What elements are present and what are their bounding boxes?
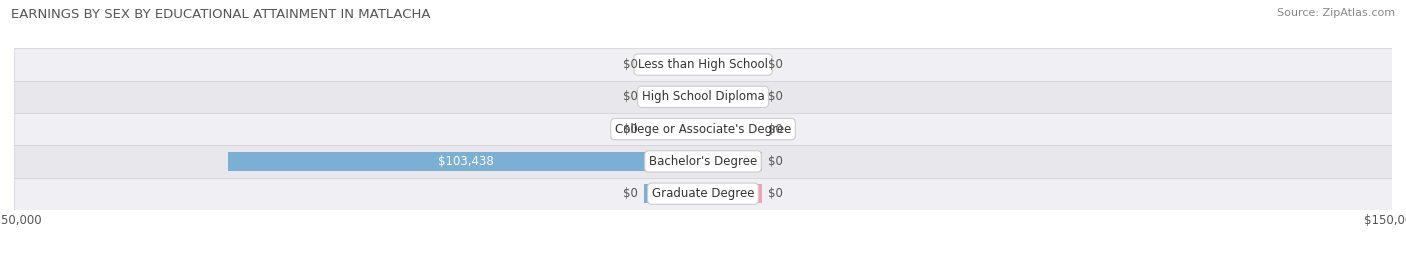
Bar xyxy=(14,113,1392,145)
Text: $0: $0 xyxy=(623,58,637,71)
Text: Graduate Degree: Graduate Degree xyxy=(652,187,754,200)
Bar xyxy=(703,120,762,139)
Bar xyxy=(228,152,703,171)
Text: $0: $0 xyxy=(769,58,783,71)
Bar xyxy=(703,87,762,106)
Bar xyxy=(644,120,703,139)
Text: EARNINGS BY SEX BY EDUCATIONAL ATTAINMENT IN MATLACHA: EARNINGS BY SEX BY EDUCATIONAL ATTAINMEN… xyxy=(11,8,430,21)
Legend: Male, Female: Male, Female xyxy=(641,266,765,269)
Text: $0: $0 xyxy=(769,90,783,103)
Text: $103,438: $103,438 xyxy=(437,155,494,168)
Bar xyxy=(14,81,1392,113)
Text: $0: $0 xyxy=(623,187,637,200)
Bar xyxy=(703,152,762,171)
Bar xyxy=(703,55,762,74)
Text: College or Associate's Degree: College or Associate's Degree xyxy=(614,123,792,136)
Bar xyxy=(644,184,703,203)
Bar xyxy=(644,87,703,106)
Text: $0: $0 xyxy=(769,123,783,136)
Text: High School Diploma: High School Diploma xyxy=(641,90,765,103)
Text: Less than High School: Less than High School xyxy=(638,58,768,71)
Text: $0: $0 xyxy=(623,90,637,103)
Text: Bachelor's Degree: Bachelor's Degree xyxy=(650,155,756,168)
Bar xyxy=(14,48,1392,81)
Bar xyxy=(14,178,1392,210)
Text: $0: $0 xyxy=(769,155,783,168)
Text: Source: ZipAtlas.com: Source: ZipAtlas.com xyxy=(1277,8,1395,18)
Bar xyxy=(644,55,703,74)
Bar xyxy=(14,145,1392,178)
Bar xyxy=(703,184,762,203)
Text: $0: $0 xyxy=(623,123,637,136)
Text: $0: $0 xyxy=(769,187,783,200)
